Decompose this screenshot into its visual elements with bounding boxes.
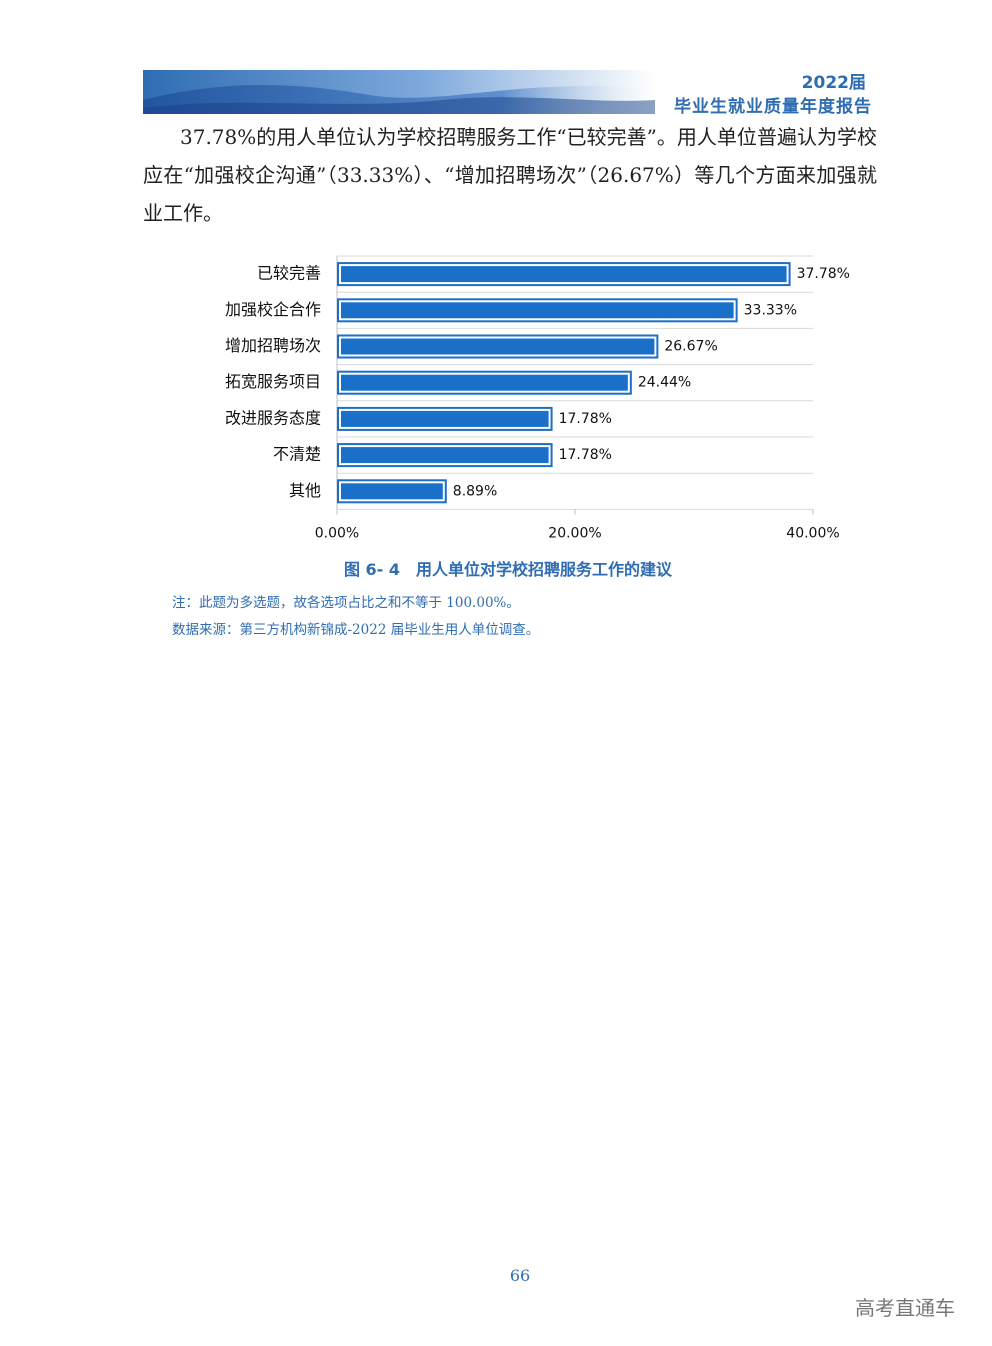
bar-outline bbox=[337, 479, 447, 504]
note: 注：此题为多选题，故各选项占比之和不等于 100.00%。 bbox=[172, 595, 520, 611]
watermark: 高考直通车 bbox=[855, 1296, 955, 1320]
bar-outline bbox=[337, 262, 791, 287]
value-label: 17.78% bbox=[559, 447, 612, 463]
value-label: 8.89% bbox=[453, 483, 497, 499]
chart: 0.00% 20.00% 40.00% 已较完善 37.78% 加强校企合作 33.33% 增… bbox=[225, 255, 850, 541]
category-label: 加强校企合作 bbox=[225, 300, 321, 319]
x-tick-label: 40.00% bbox=[786, 525, 839, 541]
bar bbox=[341, 266, 787, 283]
bar bbox=[341, 374, 628, 391]
value-label: 24.44% bbox=[638, 375, 691, 391]
bar bbox=[341, 302, 734, 319]
category-label: 拓宽服务项目 bbox=[225, 372, 321, 391]
category-label: 增加招聘场次 bbox=[225, 336, 321, 355]
figure-caption: 图 6- 4 用人单位对学校招聘服务工作的建议 bbox=[343, 560, 673, 579]
bar bbox=[341, 483, 443, 500]
category-label: 改进服务态度 bbox=[225, 408, 321, 427]
header-title: 毕业生就业质量年度报告 bbox=[674, 97, 872, 117]
bar-outline bbox=[337, 443, 553, 468]
category-label: 不清楚 bbox=[273, 445, 321, 464]
bar bbox=[341, 338, 655, 355]
bar bbox=[341, 410, 549, 427]
paragraph: 37.78%的用人单位认为学校招聘服务工作“已较完善”。用人单位普遍认为学校应在… bbox=[143, 125, 877, 225]
value-label: 37.78% bbox=[797, 266, 850, 282]
bar-outline bbox=[337, 370, 632, 395]
header-banner bbox=[143, 70, 655, 114]
bar bbox=[341, 447, 549, 464]
bar-outline bbox=[337, 298, 738, 323]
x-tick-label: 20.00% bbox=[548, 525, 601, 541]
page-number: 66 bbox=[509, 1266, 531, 1285]
bar-outline bbox=[337, 334, 659, 359]
x-tick-label: 0.00% bbox=[315, 525, 359, 541]
value-label: 26.67% bbox=[664, 339, 717, 355]
value-label: 17.78% bbox=[559, 411, 612, 427]
category-label: 其他 bbox=[289, 481, 321, 500]
value-label: 33.33% bbox=[744, 302, 797, 318]
header-year: 2022届 bbox=[801, 73, 866, 93]
note: 数据来源：第三方机构新锦成-2022 届毕业生用人单位调查。 bbox=[172, 622, 540, 638]
category-label: 已较完善 bbox=[257, 264, 321, 283]
bar-outline bbox=[337, 406, 553, 431]
